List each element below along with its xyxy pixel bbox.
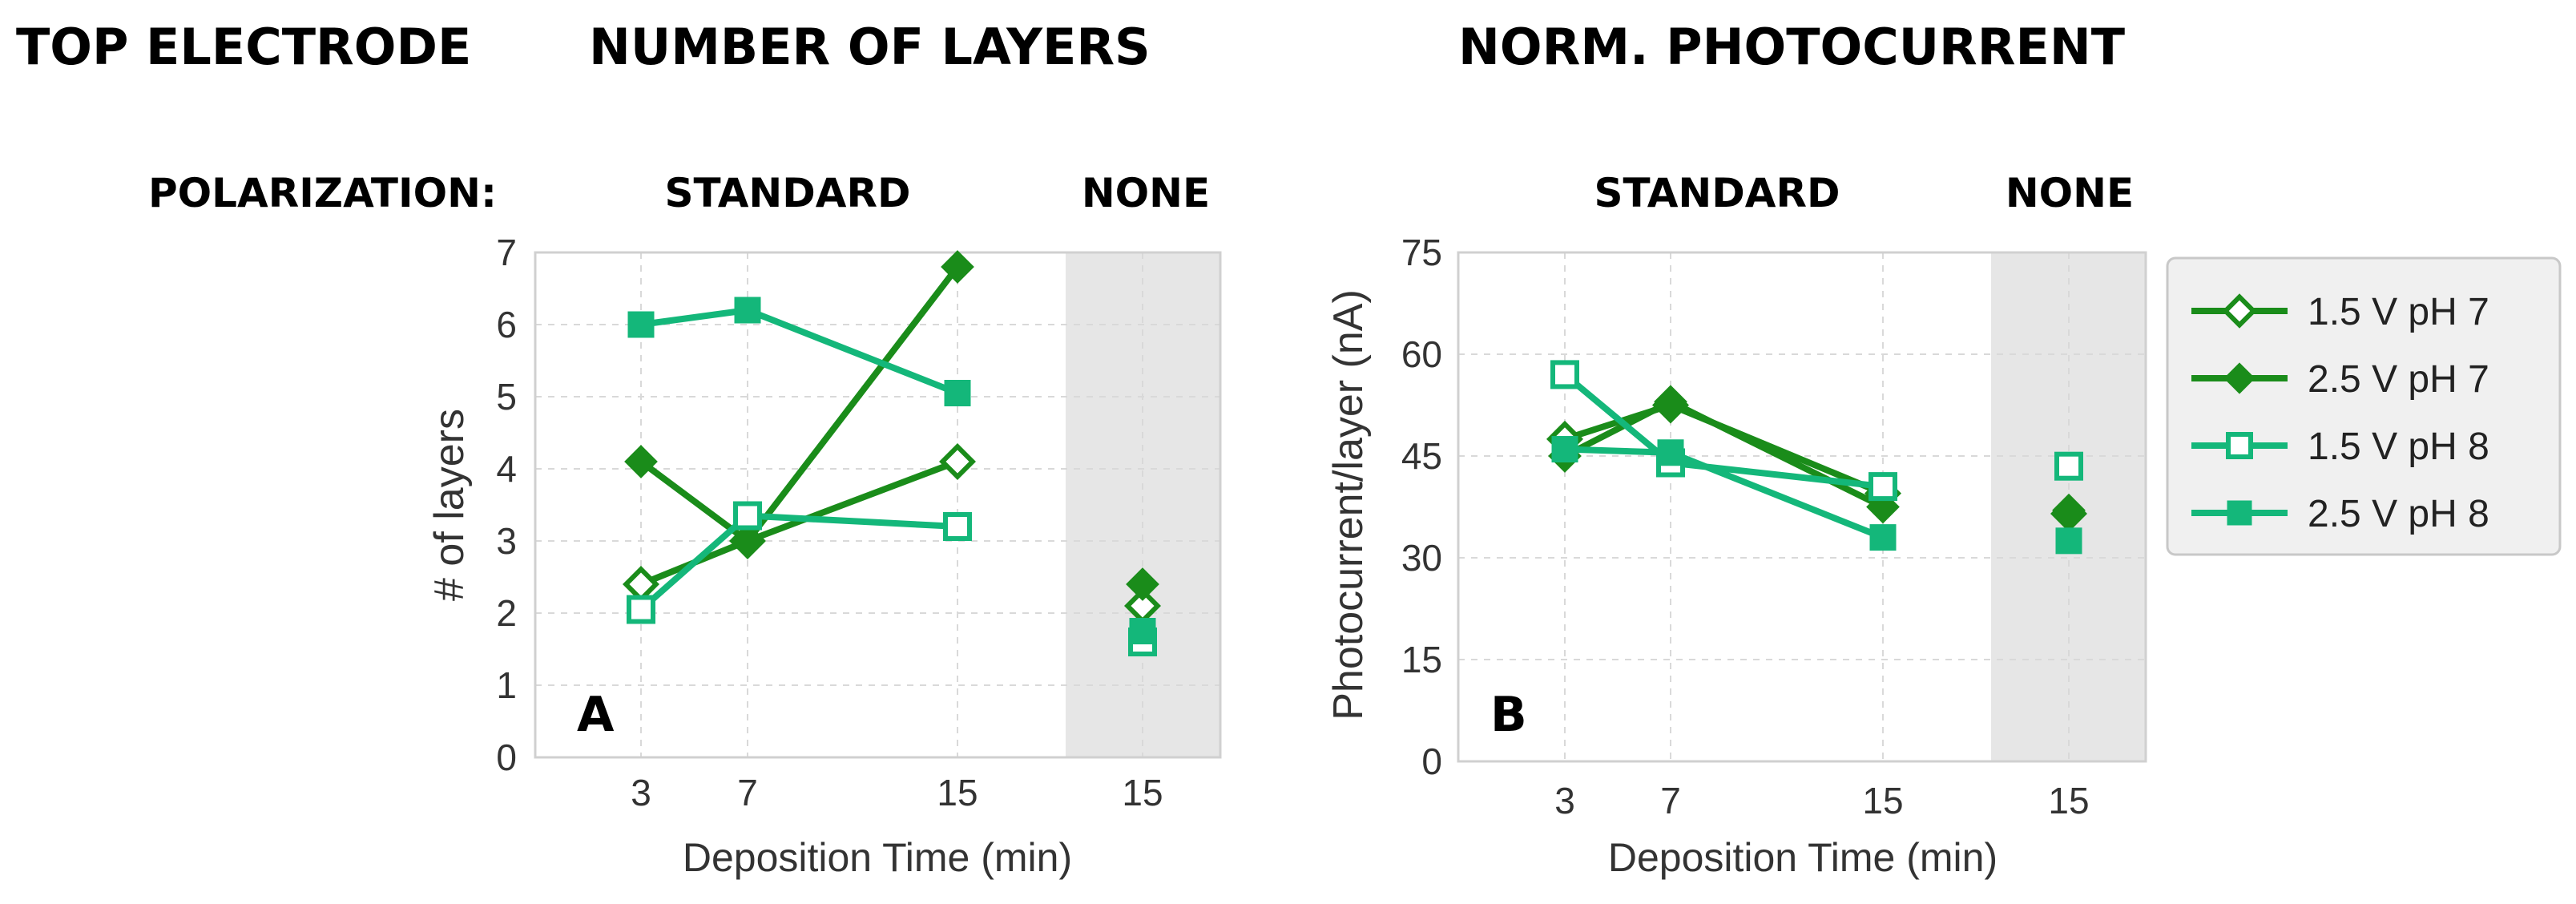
polarization-label: POLARIZATION: (148, 170, 497, 216)
legend-label-2-5-v-ph-7: 2.5 V pH 7 (2308, 358, 2489, 401)
panel-a-y-tick-label: 5 (496, 376, 517, 418)
panel-a-x-tick-label: 15 (1122, 772, 1163, 813)
panel-a-y-tick-label: 4 (496, 448, 517, 490)
panel-b-y-ticks: 0 15 30 45 60 75 (1401, 232, 1442, 782)
panel-b-point-1-5-v-ph-8 (1869, 472, 1897, 502)
panel-b-label: B (1490, 687, 1527, 743)
panel-b-point-2-5-v-ph-8 (1657, 439, 1684, 466)
panel-b-point-2-5-v-ph-7 (1654, 385, 1687, 419)
panel-a-x-axis-label: Deposition Time (min) (683, 835, 1072, 880)
polarization-standard-a: STANDARD (665, 170, 911, 216)
panel-a-none-point-2-5-v-ph-7 (1126, 567, 1159, 601)
panel-a-x-tick-label: 15 (937, 772, 978, 813)
panel-a-point-2-5-v-ph-8 (627, 311, 655, 338)
panel-a-none-point-2-5-v-ph-8 (1129, 618, 1156, 644)
panel-a-y-tick-label: 0 (496, 737, 517, 778)
panel-a-point-2-5-v-ph-7 (941, 250, 974, 284)
panel-b-x-tick-label: 3 (1554, 780, 1575, 821)
panel-b-x-axis-label: Deposition Time (min) (1608, 835, 1998, 880)
panel-b-y-axis-label: Photocurrent/layer (nA) (1325, 289, 1372, 720)
panel-b-x-ticks: 3 7 15 15 (1554, 780, 2089, 821)
panel-b-frame (1457, 251, 2147, 763)
panel-a-y-tick-label: 7 (496, 232, 517, 273)
legend: 1.5 V pH 7 2.5 V pH 7 1.5 V pH 8 2.5 V pH 8 (2166, 256, 2562, 556)
panel-a-y-ticks: 0 1 2 3 4 5 6 7 (496, 232, 517, 778)
panel-b-point-1-5-v-ph-8 (1550, 360, 1579, 389)
legend-items: 1.5 V pH 7 2.5 V pH 7 1.5 V pH 8 2.5 V pH 8 (2191, 291, 2489, 535)
panel-b-y-tick-label: 45 (1401, 435, 1442, 477)
panel-b-grid (1458, 252, 2146, 762)
legend-marker-1-5-v-ph-7 (2222, 293, 2257, 329)
panel-b-none-point-2-5-v-ph-7 (2052, 493, 2086, 527)
panel-a-y-tick-label: 2 (496, 592, 517, 634)
panel-b-point-2-5-v-ph-8 (1869, 524, 1897, 551)
polarization-standard-b: STANDARD (1594, 170, 1840, 216)
panel-a-point-1-5-v-ph-7 (939, 443, 976, 480)
panel-b-none-point-1-5-v-ph-8 (2054, 451, 2083, 481)
polarization-none-b: NONE (2006, 170, 2134, 216)
panel-a-point-1-5-v-ph-8 (943, 512, 972, 541)
panel-b-y-tick-label: 60 (1401, 333, 1442, 375)
panel-b-x-tick-label: 15 (1862, 780, 1903, 821)
panel-b-norm-photocurrent: 0 15 30 45 60 75 3 7 15 15 B Deposition Time (mi… (1325, 232, 2147, 880)
panel-a-line-2-5-v-ph-7 (638, 264, 961, 544)
panel-a-label: A (577, 687, 615, 743)
panel-a-markers (623, 250, 1161, 656)
polarization-none-a: NONE (1082, 170, 1210, 216)
panel-a-point-1-5-v-ph-8 (627, 595, 655, 624)
header-top-electrode: TOP ELECTRODE (16, 18, 471, 76)
panel-a-x-tick-label: 3 (631, 772, 651, 813)
panel-a-none-region (1066, 252, 1220, 757)
panel-b-y-tick-label: 30 (1401, 537, 1442, 579)
header-number-of-layers: NUMBER OF LAYERS (589, 18, 1151, 76)
panel-a-y-axis-label: # of layers (426, 409, 473, 601)
legend-label-2-5-v-ph-8: 2.5 V pH 8 (2308, 493, 2489, 535)
panel-b-y-tick-label: 75 (1401, 232, 1442, 273)
panel-a-y-tick-label: 6 (496, 304, 517, 345)
legend-marker-1-5-v-ph-8 (2226, 432, 2253, 459)
panel-a-point-2-5-v-ph-7 (624, 445, 658, 478)
panel-a-point-2-5-v-ph-8 (734, 297, 761, 324)
panel-b-line-2-5-v-ph-8 (1562, 446, 1886, 541)
panel-b-markers (1546, 360, 2087, 555)
panel-a-y-tick-label: 3 (496, 520, 517, 562)
panel-a-point-1-5-v-ph-8 (733, 501, 762, 531)
panel-a-y-tick-label: 1 (496, 664, 517, 706)
legend-label-1-5-v-ph-8: 1.5 V pH 8 (2308, 426, 2489, 468)
panel-b-none-point-2-5-v-ph-8 (2055, 527, 2082, 555)
panel-a-point-2-5-v-ph-8 (944, 380, 971, 406)
legend-marker-2-5-v-ph-8 (2227, 500, 2252, 526)
panel-a-point-1-5-v-ph-7 (623, 566, 659, 603)
panel-a-line-2-5-v-ph-8 (638, 307, 961, 397)
panel-a-series-lines (638, 264, 961, 613)
legend-label-1-5-v-ph-7: 1.5 V pH 7 (2308, 291, 2489, 333)
panel-a-point-2-5-v-ph-7 (731, 524, 764, 558)
header-norm-photocurrent: NORM. PHOTOCURRENT (1458, 18, 2125, 76)
panel-b-x-tick-label: 15 (2048, 780, 2089, 821)
panel-a-x-tick-label: 7 (737, 772, 758, 813)
panel-b-x-tick-label: 7 (1660, 780, 1681, 821)
panel-b-y-tick-label: 0 (1421, 741, 1442, 782)
legend-marker-2-5-v-ph-7 (2223, 362, 2256, 394)
legend-frame (2166, 256, 2562, 556)
panel-b-point-2-5-v-ph-8 (1551, 436, 1578, 463)
panel-b-y-tick-label: 15 (1401, 639, 1442, 680)
panel-a-frame (534, 251, 1222, 759)
panel-a-x-ticks: 3 7 15 15 (631, 772, 1163, 813)
